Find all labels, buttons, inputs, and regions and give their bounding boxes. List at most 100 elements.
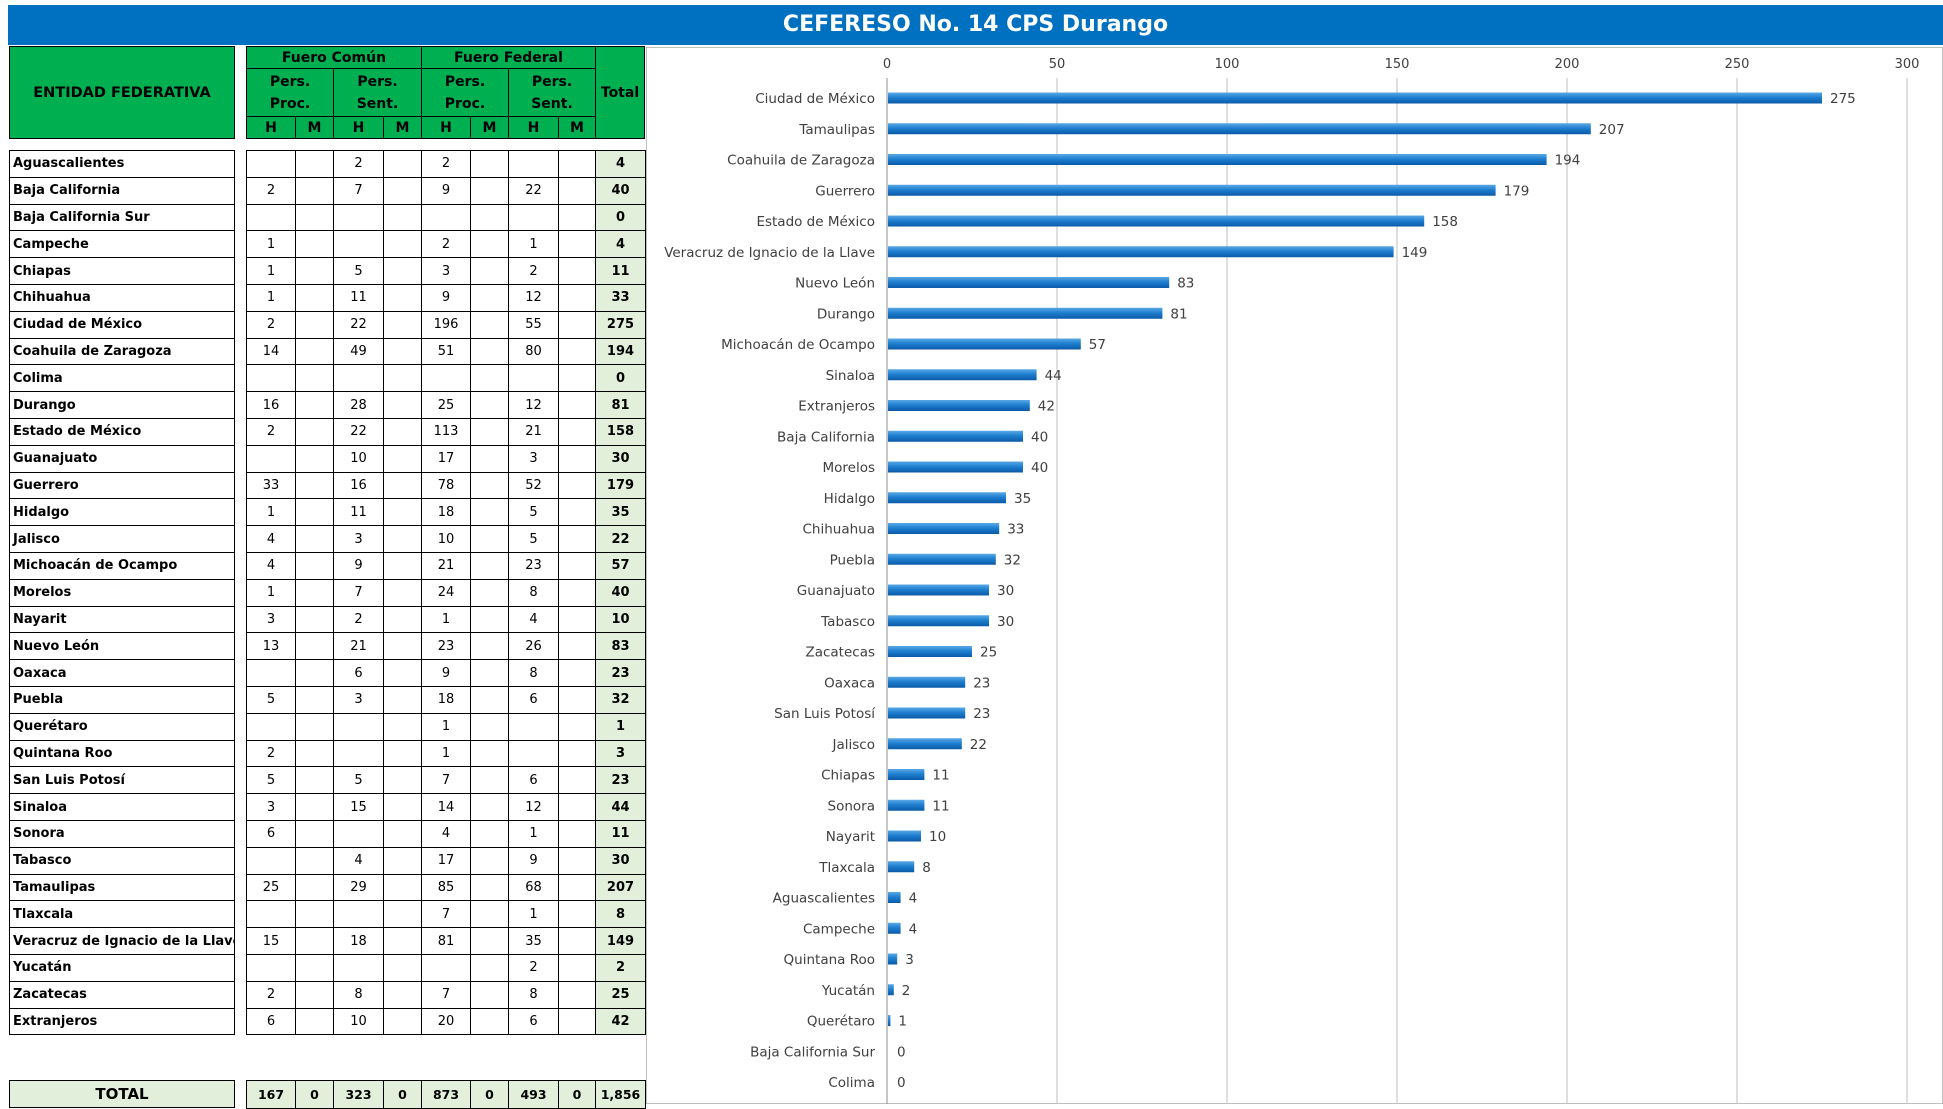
bar-value-label: 8 <box>922 860 931 876</box>
bar-value-label: 25 <box>980 645 997 661</box>
category-label: Veracruz de Ignacio de la Llave <box>664 245 875 261</box>
row-total-cell: 33 <box>595 283 646 312</box>
table-row: 2 8 7 8 25 <box>246 980 646 1009</box>
bar-value-label: 40 <box>1031 460 1048 476</box>
value-cell: 4 <box>246 525 296 553</box>
value-cell: 4 <box>508 605 559 634</box>
bar-value-label: 23 <box>973 675 990 691</box>
value-cell <box>470 337 509 366</box>
entity-name-cell: Aguascalientes <box>9 150 235 178</box>
table-row: 2 22 196 55 275 <box>246 310 646 339</box>
bar <box>888 338 1081 350</box>
value-cell <box>383 659 422 687</box>
entity-name-cell: Sinaloa <box>9 793 235 821</box>
entity-header: ENTIDAD FEDERATIVA <box>9 46 235 139</box>
category-label: Chihuahua <box>802 522 875 538</box>
table-row: 1 11 9 12 33 <box>246 283 646 312</box>
bar <box>888 707 966 719</box>
entity-name-cell: Tlaxcala <box>9 900 235 929</box>
bar <box>888 738 962 750</box>
entity-name-cell: Morelos <box>9 578 235 607</box>
row-total-cell: 207 <box>595 873 646 902</box>
table-row: 1 11 18 5 35 <box>246 498 646 527</box>
value-cell <box>295 927 334 955</box>
entity-name-cell: Michoacán de Ocampo <box>9 551 235 580</box>
row-total-cell: 83 <box>595 632 646 661</box>
value-cell <box>470 257 509 285</box>
bar-value-label: 40 <box>1031 429 1048 445</box>
value-cell <box>470 873 509 902</box>
category-label: Hidalgo <box>824 491 875 507</box>
category-label: Morelos <box>822 460 875 476</box>
bar-value-label: 44 <box>1045 368 1062 384</box>
sex-header: H <box>421 116 471 139</box>
value-cell: 2 <box>246 980 296 1009</box>
bar <box>888 400 1030 411</box>
bar <box>888 953 898 965</box>
table-row: 6 10 20 6 42 <box>246 1007 646 1036</box>
row-total-cell: 4 <box>595 230 646 259</box>
x-tick-label: 50 <box>1049 57 1066 72</box>
category-label: Aguascalientes <box>773 891 875 907</box>
row-total-cell: 194 <box>595 337 646 366</box>
bar <box>888 769 925 780</box>
value-cell: 8 <box>508 659 559 687</box>
value-cell <box>558 739 596 768</box>
bar <box>888 922 901 934</box>
row-total-cell: 2 <box>595 953 646 982</box>
value-cell: 4 <box>421 819 471 848</box>
value-cell <box>295 685 334 714</box>
table-row: 2 22 113 21 158 <box>246 417 646 446</box>
x-tick-label: 100 <box>1215 57 1240 72</box>
value-cell <box>558 846 596 875</box>
table-row: 4 9 21 23 57 <box>246 551 646 580</box>
value-cell: 12 <box>508 391 559 419</box>
entity-name-cell: San Luis Potosí <box>9 766 235 795</box>
category-label: Tabasco <box>820 614 875 630</box>
value-cell <box>295 257 334 285</box>
category-label: Campeche <box>803 921 875 937</box>
category-label: Colima <box>828 1075 875 1091</box>
value-cell <box>295 953 334 982</box>
row-total-cell: 42 <box>595 1007 646 1036</box>
value-cell: 4 <box>246 551 296 580</box>
value-cell: 2 <box>246 417 296 446</box>
value-cell: 18 <box>421 685 471 714</box>
table-row: 15 18 81 35 149 <box>246 927 646 955</box>
value-cell: 14 <box>421 793 471 821</box>
category-label: Ciudad de México <box>755 91 875 107</box>
value-cell: 23 <box>421 632 471 661</box>
bar <box>888 369 1037 381</box>
row-total-cell: 3 <box>595 739 646 768</box>
entity-name-cell: Estado de México <box>9 417 235 446</box>
row-total-cell: 1 <box>595 712 646 741</box>
table-row: 10 17 3 30 <box>246 444 646 473</box>
category-label: Yucatán <box>821 983 875 999</box>
value-cell <box>295 1007 334 1036</box>
value-cell: 6 <box>508 685 559 714</box>
row-total-cell: 30 <box>595 846 646 875</box>
bar <box>888 676 966 688</box>
category-label: Chiapas <box>821 768 875 784</box>
category-label: Guerrero <box>815 183 875 199</box>
value-cell <box>295 766 334 795</box>
value-cell: 15 <box>333 793 384 821</box>
bar <box>888 984 894 996</box>
x-tick-label: 0 <box>883 57 891 72</box>
category-label: Jalisco <box>832 737 875 753</box>
page-title: CEFERESO No. 14 CPS Durango <box>8 5 1943 45</box>
category-label: Extranjeros <box>798 399 875 415</box>
value-cell <box>558 659 596 687</box>
value-cell <box>295 525 334 553</box>
bar-value-label: 207 <box>1599 122 1625 138</box>
value-cell <box>558 953 596 982</box>
row-total-cell: 158 <box>595 417 646 446</box>
value-cell: 51 <box>421 337 471 366</box>
value-cell: 7 <box>333 578 384 607</box>
value-cell <box>558 310 596 339</box>
value-cell: 3 <box>421 257 471 285</box>
bar-value-label: 35 <box>1014 491 1031 507</box>
category-label: Durango <box>817 306 875 322</box>
bar-value-label: 30 <box>997 583 1014 599</box>
